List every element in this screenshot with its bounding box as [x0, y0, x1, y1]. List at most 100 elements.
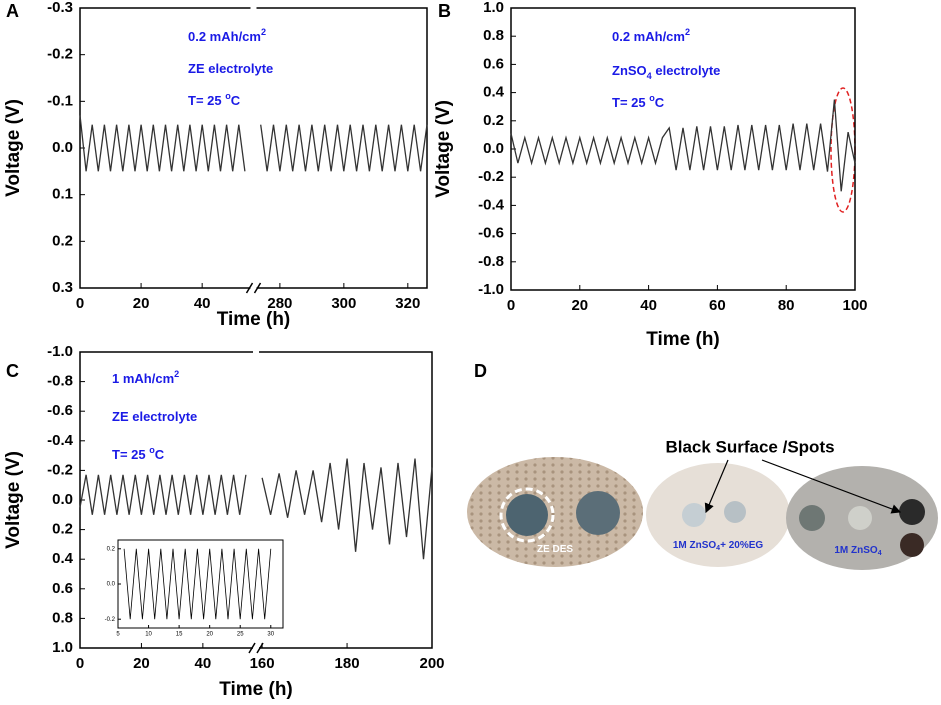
annotation: 0.2 mAh/cm2	[188, 27, 266, 44]
axis-break	[250, 286, 257, 290]
x-tick-label: 40	[195, 655, 212, 672]
x-tick-label: 5	[116, 632, 120, 638]
annotation: T= 25 oC	[612, 93, 665, 110]
y-tick-label: 0.2	[107, 546, 116, 552]
y-tick-label: 1.0	[52, 639, 73, 656]
y-tick-label: -0.2	[47, 461, 73, 478]
x-tick-label: 25	[237, 632, 244, 638]
x-tick-label: 10	[145, 632, 152, 638]
voltage-trace	[123, 548, 272, 620]
text-part: T= 25	[112, 447, 149, 462]
y-tick-label: 0.0	[483, 140, 504, 157]
y-tick-label: -1.0	[478, 281, 504, 298]
panel-letter: D	[474, 361, 487, 381]
x-axis-label: Time (h)	[217, 309, 291, 330]
voltage-trace	[261, 458, 433, 560]
text-part: 1M ZnSO	[834, 545, 878, 556]
x-tick-label: 20	[571, 297, 588, 314]
annotation: T= 25 oC	[188, 91, 241, 108]
photo-panel	[467, 457, 938, 570]
x-tick-label: 40	[640, 297, 657, 314]
panel-letter: B	[438, 1, 451, 21]
disc	[682, 503, 706, 527]
x-tick-label: 160	[250, 655, 275, 672]
text-part: 1 mAh/cm	[112, 371, 174, 386]
text-part: 4	[716, 545, 720, 552]
voltage-trace	[260, 124, 428, 172]
disc	[724, 501, 746, 523]
y-tick-label: 0.6	[52, 580, 73, 597]
y-tick-label: -0.2	[47, 46, 73, 63]
x-tick-label: 320	[395, 295, 420, 312]
text-part: 4	[647, 71, 653, 81]
text-part: electrolyte	[652, 63, 721, 78]
photo-caption: 1M ZnSO4	[834, 545, 881, 558]
x-axis-label: Time (h)	[219, 679, 293, 700]
panel-letter: A	[6, 1, 19, 21]
annotation: ZnSO4 electrolyte	[612, 63, 720, 81]
disc	[900, 533, 924, 557]
y-tick-label: 0.8	[483, 27, 504, 44]
disc	[899, 499, 925, 525]
arrow	[761, 459, 902, 514]
y-tick-label: 0.4	[483, 84, 505, 101]
break-mark	[248, 642, 256, 654]
text-part: C	[155, 447, 165, 462]
x-tick-label: 20	[133, 655, 150, 672]
x-tick-label: 100	[842, 297, 867, 314]
y-tick-label: -0.8	[47, 373, 73, 390]
x-tick-label: 15	[176, 632, 183, 638]
y-tick-label: 0.0	[52, 491, 73, 508]
y-tick-label: 0.2	[483, 112, 504, 129]
y-tick-label: -0.3	[47, 0, 73, 16]
text-part: ZnSO	[612, 63, 647, 78]
x-tick-label: 20	[133, 295, 150, 312]
y-tick-label: 0.4	[52, 550, 74, 567]
photo-texture	[467, 457, 643, 567]
voltage-trace	[79, 474, 247, 515]
y-tick-label: 0.0	[52, 139, 73, 156]
y-tick-label: -0.4	[478, 196, 505, 213]
break-mark	[245, 282, 254, 294]
text-part: o	[225, 91, 231, 101]
voltage-trace	[79, 115, 246, 172]
disc	[506, 494, 548, 536]
text-part: ZE DES	[537, 544, 573, 555]
y-axis-label: Voltage (V)	[3, 451, 24, 549]
text-part: T= 25	[188, 93, 225, 108]
text-part: 2	[174, 369, 179, 379]
text-part: + 20%EG	[720, 540, 763, 551]
text-part: o	[649, 93, 655, 103]
disc	[576, 491, 620, 535]
x-tick-label: 80	[778, 297, 795, 314]
x-tick-label: 200	[419, 655, 444, 672]
y-tick-label: -0.6	[478, 225, 504, 242]
x-tick-label: 40	[194, 295, 211, 312]
y-tick-label: 0.2	[52, 232, 73, 249]
y-tick-label: -0.1	[47, 92, 73, 109]
panel-letter: C	[6, 361, 19, 381]
callout: Black Surface /Spots	[665, 437, 834, 456]
y-tick-label: 0.3	[52, 279, 73, 296]
y-tick-label: 1.0	[483, 0, 504, 16]
x-tick-label: 20	[206, 632, 213, 638]
text-part: 0.2 mAh/cm	[188, 29, 261, 44]
y-tick-label: 0.8	[52, 609, 73, 626]
y-tick-label: 0.2	[52, 521, 73, 538]
text-part: ZE electrolyte	[188, 61, 273, 76]
y-tick-label: 0.0	[107, 582, 116, 588]
annotation: ZE electrolyte	[188, 61, 273, 76]
text-part: C	[655, 95, 665, 110]
y-tick-label: -0.6	[47, 402, 73, 419]
x-tick-label: 60	[709, 297, 726, 314]
disc	[848, 506, 872, 530]
axis-break	[253, 350, 259, 354]
annotation: T= 25 oC	[112, 445, 165, 462]
text-part: T= 25	[612, 95, 649, 110]
y-axis-label: Voltage (V)	[3, 99, 24, 197]
text-part: o	[149, 445, 155, 455]
y-tick-label: -0.2	[478, 168, 504, 185]
disc	[799, 505, 825, 531]
x-tick-label: 30	[267, 632, 274, 638]
